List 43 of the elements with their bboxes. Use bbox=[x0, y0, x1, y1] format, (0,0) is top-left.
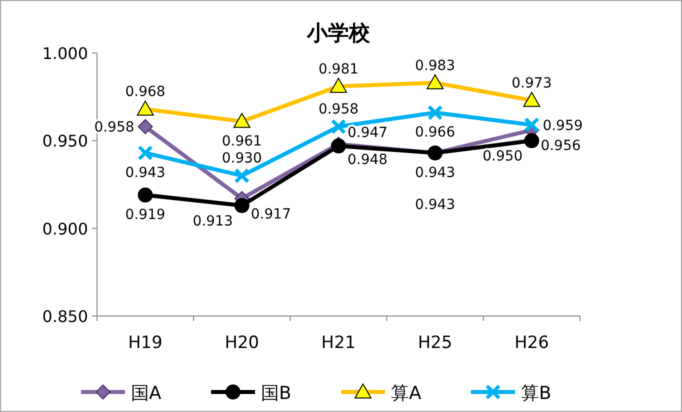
data-label: 0.968 bbox=[125, 84, 166, 100]
y-tick-label: 0.950 bbox=[42, 132, 88, 151]
data-label: 0.943 bbox=[415, 164, 456, 181]
data-label: 0.966 bbox=[415, 124, 456, 141]
data-label: 0.958 bbox=[318, 102, 359, 118]
data-label: 0.959 bbox=[542, 118, 583, 134]
point bbox=[138, 188, 153, 203]
point bbox=[330, 118, 346, 134]
legend-label: 国A bbox=[131, 383, 162, 404]
data-label: 0.917 bbox=[250, 206, 291, 223]
point bbox=[234, 198, 250, 214]
x-tick-label: H25 bbox=[418, 333, 452, 353]
x-tick-label: H19 bbox=[128, 333, 163, 353]
legend-label: 算B bbox=[521, 383, 552, 404]
data-label: 0.943 bbox=[125, 164, 166, 181]
data-label: 0.981 bbox=[318, 61, 359, 78]
x-tick-label: H20 bbox=[224, 333, 260, 353]
data-label: 0.913 bbox=[192, 214, 233, 230]
x-tick-label: H21 bbox=[321, 333, 356, 353]
y-tick-label: 1.000 bbox=[42, 44, 88, 63]
chart-title: 小学校 bbox=[306, 21, 371, 45]
data-label: 0.947 bbox=[348, 124, 388, 141]
data-label: 0.950 bbox=[482, 148, 523, 165]
data-label: 0.943 bbox=[415, 196, 456, 213]
data-label: 0.958 bbox=[94, 120, 134, 136]
data-label: 0.983 bbox=[415, 58, 456, 74]
point bbox=[138, 145, 154, 161]
y-tick-label: 0.850 bbox=[42, 307, 88, 326]
point bbox=[427, 104, 443, 120]
legend-label: 国B bbox=[261, 383, 292, 404]
point bbox=[234, 168, 250, 184]
legend-label: 算A bbox=[391, 383, 422, 404]
data-label: 0.973 bbox=[512, 75, 552, 92]
data-label: 0.919 bbox=[125, 207, 166, 224]
data-label: 0.948 bbox=[348, 152, 388, 168]
y-tick-label: 0.900 bbox=[42, 219, 88, 238]
point bbox=[138, 119, 153, 134]
point bbox=[524, 117, 540, 133]
x-tick-label: H26 bbox=[514, 333, 549, 353]
data-label: 0.956 bbox=[540, 138, 581, 154]
data-label: 0.930 bbox=[222, 150, 262, 167]
point bbox=[524, 133, 540, 148]
data-label: 0.961 bbox=[222, 133, 262, 150]
